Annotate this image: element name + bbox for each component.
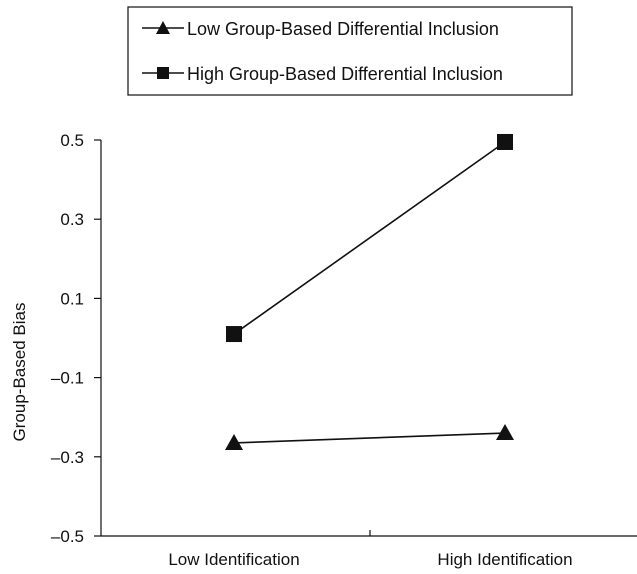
axes: 0.5 0.3 0.1 –0.1 –0.3 –0.5 Low Identification H… xyxy=(51,131,637,569)
legend: Low Group-Based Differential Inclusion H… xyxy=(127,6,573,96)
y-tick-label: –0.5 xyxy=(51,527,84,546)
y-tick-label: 0.3 xyxy=(60,210,84,229)
x-tick-label: Low Identification xyxy=(168,550,299,569)
legend-label-low: Low Group-Based Differential Inclusion xyxy=(187,19,499,39)
y-tick-label: –0.3 xyxy=(51,448,84,467)
legend-entry-low: Low Group-Based Differential Inclusion xyxy=(142,19,499,39)
series-line-1 xyxy=(233,141,506,335)
data-point-square xyxy=(226,326,242,343)
x-tick-label: High Identification xyxy=(437,550,572,569)
y-tick-label: 0.1 xyxy=(60,289,84,308)
legend-entry-high: High Group-Based Differential Inclusion xyxy=(142,64,503,84)
y-tick-label: –0.1 xyxy=(51,369,84,388)
legend-square-marker xyxy=(157,67,169,79)
legend-box xyxy=(127,6,573,96)
data-point-square xyxy=(497,133,513,150)
legend-label-high: High Group-Based Differential Inclusion xyxy=(187,64,503,84)
y-tick-label: 0.5 xyxy=(60,131,84,150)
data-point-triangle xyxy=(225,433,243,450)
data-point-triangle xyxy=(496,424,514,441)
series-layer xyxy=(225,133,514,450)
legend-triangle-marker xyxy=(156,21,170,34)
y-axis-label: Group-Based Bias xyxy=(10,303,29,442)
series-line-0 xyxy=(233,432,506,444)
